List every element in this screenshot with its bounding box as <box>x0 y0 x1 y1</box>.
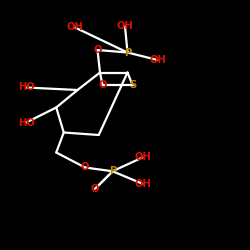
Text: OH: OH <box>116 21 134 31</box>
Text: OH: OH <box>66 22 84 32</box>
Text: O: O <box>93 45 102 55</box>
Text: OH: OH <box>149 55 166 65</box>
Text: HO: HO <box>18 118 34 128</box>
Text: O: O <box>91 184 99 194</box>
Text: O: O <box>98 80 107 90</box>
Text: OH: OH <box>134 152 151 162</box>
Text: P: P <box>109 166 116 176</box>
Text: O: O <box>81 162 89 172</box>
Text: S: S <box>129 80 136 90</box>
Text: HO: HO <box>18 82 34 92</box>
Text: OH: OH <box>134 179 151 189</box>
Text: P: P <box>124 48 131 58</box>
